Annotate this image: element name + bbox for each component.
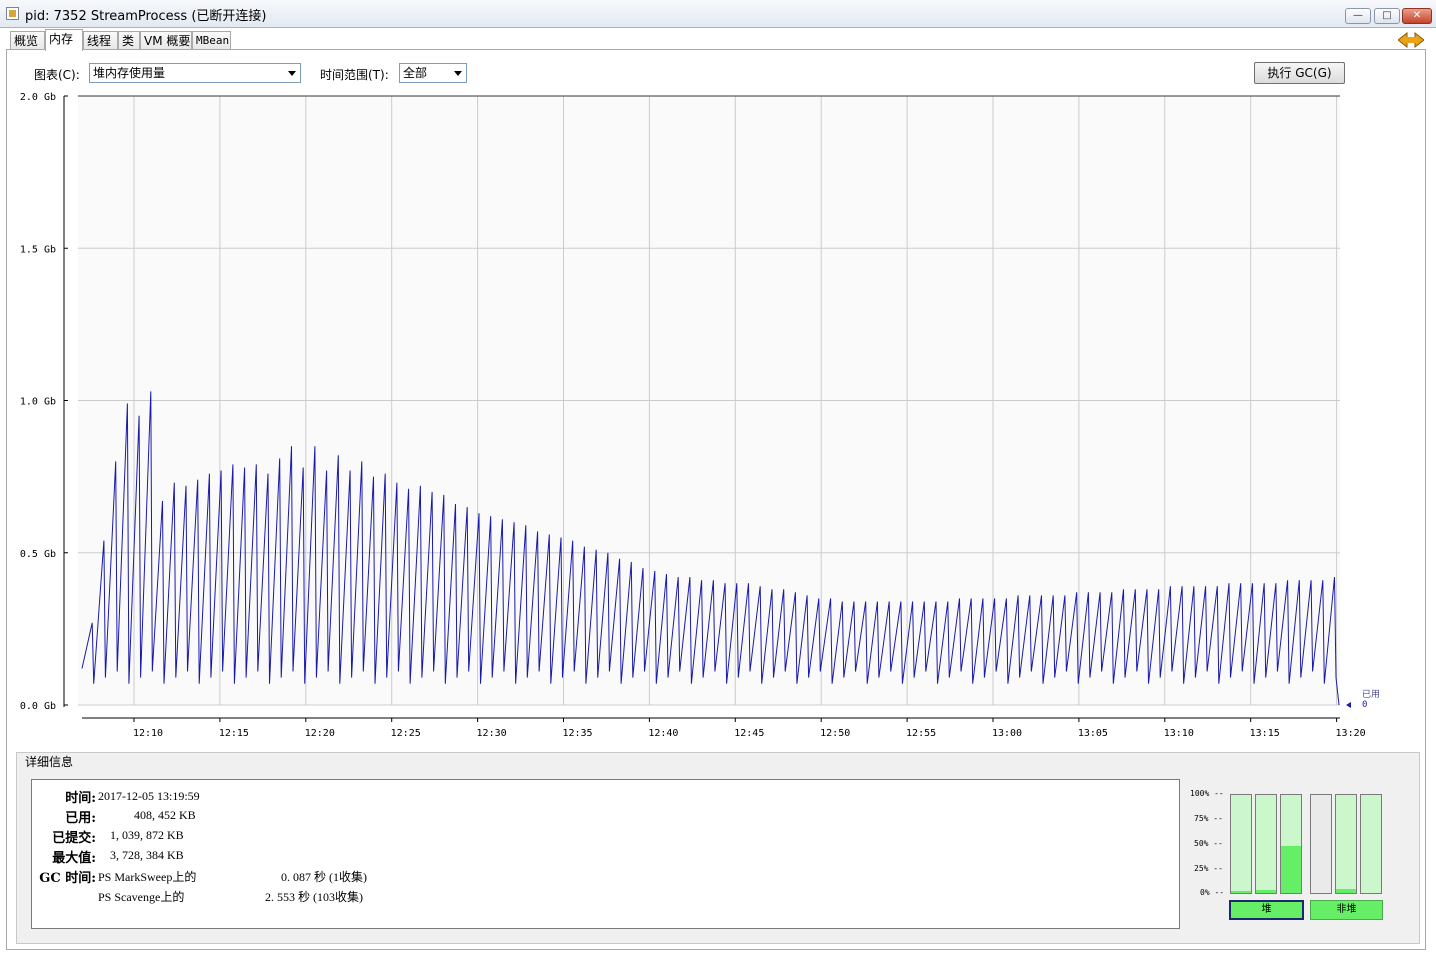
x-tick-label: 12:10 bbox=[133, 728, 163, 739]
x-tick-label: 12:50 bbox=[820, 728, 850, 739]
heap-usage-chart: 0.0 Gb 0.5 Gb 1.0 Gb 1.5 Gb 2.0 Gb 12:10 12:15… bbox=[20, 92, 1380, 739]
y-tick-label: 0.5 Gb bbox=[20, 549, 56, 560]
max-value: 3, 728, 384 KB bbox=[110, 848, 184, 862]
chart-select-value: 堆内存使用量 bbox=[93, 66, 166, 80]
tab-threads[interactable]: 线程 bbox=[83, 31, 118, 50]
heap-pool-fill bbox=[1256, 890, 1276, 893]
chart-series bbox=[81, 391, 1340, 706]
gc-collector-time: 2. 553 秒 (103收集) bbox=[265, 890, 363, 904]
pool-tick-label: 50% -- bbox=[1194, 839, 1223, 848]
heap-pool-bar[interactable] bbox=[1280, 794, 1302, 894]
range-select[interactable]: 全部 bbox=[399, 63, 467, 83]
details-info-box: 时间: 2017-12-05 13:19:59 已用: 408, 452 KB … bbox=[31, 779, 1180, 929]
chevron-down-icon bbox=[288, 71, 296, 76]
maximize-button[interactable]: □ bbox=[1374, 8, 1400, 24]
y-tick-label: 1.0 Gb bbox=[20, 397, 56, 408]
java-app-icon bbox=[6, 7, 19, 20]
time-label: 时间: bbox=[65, 791, 96, 806]
chart-select-label: 图表(C): bbox=[34, 68, 80, 82]
pool-tick-label: 25% -- bbox=[1194, 864, 1223, 873]
x-tick-label: 12:45 bbox=[734, 728, 764, 739]
chevron-down-icon bbox=[454, 71, 462, 76]
tab-overview[interactable]: 概览 bbox=[10, 31, 45, 50]
nonheap-pool-bar[interactable] bbox=[1360, 794, 1382, 894]
x-tick-label: 13:10 bbox=[1164, 728, 1194, 739]
heap-toggle-button[interactable]: 堆 bbox=[1229, 900, 1304, 920]
nonheap-pool-fill bbox=[1336, 889, 1356, 893]
tab-divider bbox=[6, 49, 1426, 50]
used-heap-line bbox=[81, 391, 1340, 706]
heap-pool-bar[interactable] bbox=[1255, 794, 1277, 894]
memory-pool-bars: 100% -- 75% -- 50% -- 25% -- 0% -- 堆 非堆 bbox=[1186, 783, 1416, 928]
heap-pool-fill bbox=[1281, 845, 1301, 893]
y-tick-label: 0.0 Gb bbox=[20, 701, 56, 712]
gc-time-label: GC 时间: bbox=[39, 871, 96, 886]
close-button[interactable]: ✕ bbox=[1402, 8, 1432, 24]
chart-axes bbox=[63, 95, 1340, 722]
x-tick-label: 12:40 bbox=[648, 728, 678, 739]
tab-memory[interactable]: 内存 bbox=[45, 29, 83, 51]
series-legend-name: 已用 bbox=[1362, 689, 1380, 700]
y-tick-label: 1.5 Gb bbox=[20, 244, 56, 255]
window-titlebar: pid: 7352 StreamProcess (已断开连接) — □ ✕ bbox=[0, 0, 1436, 28]
heap-pool-bar[interactable] bbox=[1230, 794, 1252, 894]
details-title: 详细信息 bbox=[24, 753, 75, 770]
series-end-marker bbox=[1346, 702, 1351, 708]
range-select-label: 时间范围(T): bbox=[320, 68, 389, 82]
x-tick-label: 12:35 bbox=[562, 728, 592, 739]
nonheap-pool-bar[interactable] bbox=[1310, 794, 1332, 894]
x-tick-label: 12:25 bbox=[391, 728, 421, 739]
nonheap-pool-bar[interactable] bbox=[1335, 794, 1357, 894]
max-label: 最大值: bbox=[52, 851, 96, 866]
gc-collector-name: PS Scavenge上的 bbox=[98, 890, 185, 904]
window-title: pid: 7352 StreamProcess (已断开连接) bbox=[25, 9, 267, 24]
chart-grid bbox=[78, 95, 1340, 706]
series-end-value: 0 bbox=[1362, 700, 1367, 710]
pool-tick-label: 0% -- bbox=[1200, 888, 1225, 897]
nonheap-toggle-button[interactable]: 非堆 bbox=[1310, 900, 1383, 920]
perform-gc-button[interactable]: 执行 GC(G) bbox=[1254, 62, 1345, 84]
x-tick-label: 12:20 bbox=[305, 728, 335, 739]
x-tick-label: 13:20 bbox=[1336, 728, 1366, 739]
heap-pool-fill bbox=[1231, 891, 1251, 893]
gc-collector-time: 0. 087 秒 (1收集) bbox=[281, 870, 367, 884]
x-tick-label: 12:30 bbox=[477, 728, 507, 739]
chart-select[interactable]: 堆内存使用量 bbox=[89, 63, 301, 83]
chart-labels: 0.0 Gb 0.5 Gb 1.0 Gb 1.5 Gb 2.0 Gb 12:10 12:15… bbox=[20, 92, 1380, 739]
committed-label: 已提交: bbox=[52, 831, 96, 846]
used-value: 408, 452 KB bbox=[134, 808, 196, 822]
tab-classes[interactable]: 类 bbox=[118, 31, 140, 50]
gc-collector-name: PS MarkSweep上的 bbox=[98, 870, 197, 884]
range-select-value: 全部 bbox=[403, 66, 428, 80]
used-label: 已用: bbox=[65, 811, 96, 826]
committed-value: 1, 039, 872 KB bbox=[110, 828, 184, 842]
pool-tick-label: 100% -- bbox=[1190, 789, 1224, 798]
x-tick-label: 13:00 bbox=[992, 728, 1022, 739]
tab-mbean[interactable]: MBean bbox=[192, 31, 231, 50]
time-value: 2017-12-05 13:19:59 bbox=[98, 789, 200, 803]
tab-vm-summary[interactable]: VM 概要 bbox=[140, 31, 192, 50]
x-tick-label: 12:15 bbox=[219, 728, 249, 739]
y-tick-label: 2.0 Gb bbox=[20, 92, 56, 103]
tab-scroll-arrows-icon[interactable] bbox=[1398, 31, 1424, 49]
minimize-button[interactable]: — bbox=[1345, 8, 1371, 24]
pool-tick-label: 75% -- bbox=[1194, 814, 1223, 823]
x-tick-label: 12:55 bbox=[906, 728, 936, 739]
x-tick-label: 13:15 bbox=[1250, 728, 1280, 739]
x-tick-label: 13:05 bbox=[1078, 728, 1108, 739]
